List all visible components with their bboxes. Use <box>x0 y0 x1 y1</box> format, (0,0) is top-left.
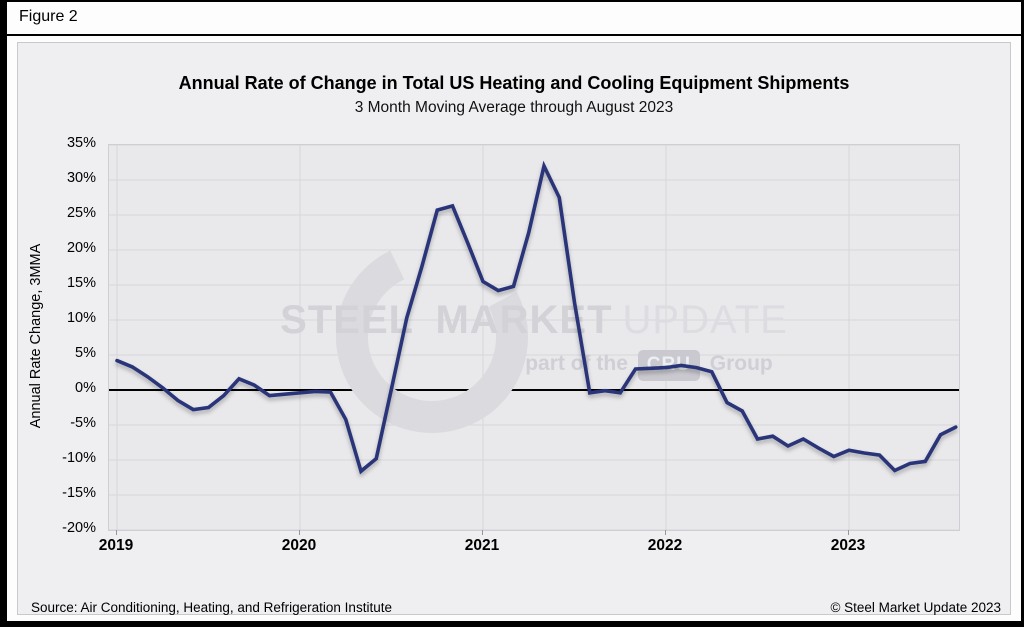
chart-title: Annual Rate of Change in Total US Heatin… <box>178 73 850 93</box>
y-tick-label: -20% <box>62 520 96 536</box>
x-tick-mark <box>848 530 849 535</box>
copyright-note: © Steel Market Update 2023 <box>830 600 1001 615</box>
plot-area: STEEL MARKET UPDATE part of the CRU Group <box>108 144 960 531</box>
figure-label: Figure 2 <box>19 8 78 25</box>
watermark-swoosh-icon <box>336 241 528 433</box>
y-tick-label: -5% <box>70 415 96 431</box>
x-tick-mark <box>299 530 300 535</box>
source-note: Source: Air Conditioning, Heating, and R… <box>31 600 392 615</box>
chart-panel: Annual Rate of Change in Total US Heatin… <box>17 42 1011 615</box>
y-tick-label: 25% <box>66 205 96 221</box>
data-line-svg <box>115 160 958 475</box>
x-tick-label: 2020 <box>281 537 317 554</box>
x-tick-mark <box>665 530 666 535</box>
watermark: STEEL MARKET UPDATE part of the CRU Group <box>109 145 959 530</box>
y-tick-label: 35% <box>66 135 96 151</box>
y-tick-label: 5% <box>75 345 96 361</box>
watermark-brand: STEEL MARKET UPDATE <box>109 298 959 343</box>
gridlines-svg <box>109 145 959 530</box>
watermark-brand-light: UPDATE <box>622 298 788 342</box>
x-tick-mark <box>482 530 483 535</box>
x-tick-label: 2022 <box>647 537 683 554</box>
y-tick-label: 20% <box>66 240 96 256</box>
watermark-brand-bold: STEEL MARKET <box>280 298 613 342</box>
x-tick-mark <box>116 530 117 535</box>
y-tick-label: 10% <box>66 310 96 326</box>
figure-header: Figure 2 <box>7 2 1021 36</box>
x-tick-label: 2021 <box>464 537 500 554</box>
y-tick-label: 0% <box>75 380 96 396</box>
y-tick-label: -15% <box>62 485 96 501</box>
y-tick-label: 15% <box>66 275 96 291</box>
x-tick-label: 2023 <box>830 537 866 554</box>
y-tick-label: 30% <box>66 170 96 186</box>
x-tick-label: 2019 <box>98 537 134 554</box>
y-axis-title: Annual Rate Change, 3MMA <box>28 243 44 429</box>
y-tick-label: -10% <box>62 450 96 466</box>
chart-subtitle: 3 Month Moving Average through August 20… <box>354 99 674 116</box>
